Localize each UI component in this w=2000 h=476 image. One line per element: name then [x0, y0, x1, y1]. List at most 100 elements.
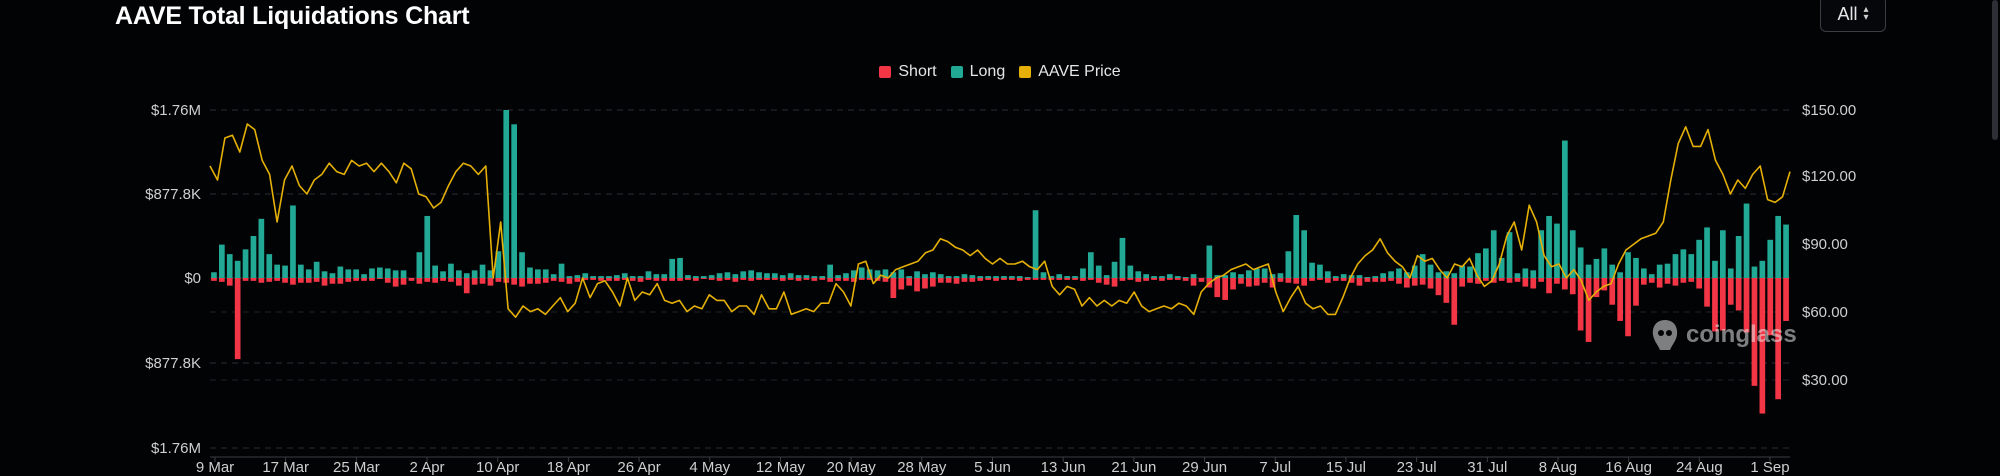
long-bar[interactable] [361, 274, 367, 278]
short-bar[interactable] [1443, 278, 1450, 303]
long-bar[interactable] [550, 274, 557, 278]
long-bar[interactable] [1783, 224, 1789, 278]
short-bar[interactable] [1609, 278, 1616, 305]
long-bar[interactable] [1648, 274, 1655, 278]
long-bar[interactable] [1688, 254, 1695, 278]
short-bar[interactable] [930, 278, 936, 287]
short-bar[interactable] [1490, 278, 1497, 283]
long-bar[interactable] [1577, 247, 1584, 278]
long-bar[interactable] [1625, 252, 1631, 278]
short-bar[interactable] [858, 278, 865, 280]
short-bar[interactable] [258, 278, 265, 283]
short-bar[interactable] [1411, 278, 1418, 286]
short-bar[interactable] [1111, 278, 1118, 287]
short-bar[interactable] [1514, 278, 1521, 282]
short-bar[interactable] [827, 278, 833, 282]
long-bar[interactable] [1064, 276, 1070, 278]
long-bar[interactable] [1546, 215, 1552, 278]
long-bar[interactable] [1111, 261, 1118, 278]
short-bar[interactable] [772, 278, 778, 280]
long-bar[interactable] [1617, 272, 1623, 278]
long-bar[interactable] [779, 275, 786, 278]
short-bar[interactable] [1182, 278, 1189, 281]
short-bar[interactable] [211, 278, 217, 281]
long-bar[interactable] [1404, 272, 1410, 278]
long-bar[interactable] [440, 271, 446, 278]
short-bar[interactable] [234, 278, 241, 360]
long-bar[interactable] [1585, 264, 1592, 278]
long-bar[interactable] [598, 276, 604, 278]
short-bar[interactable] [1016, 278, 1023, 281]
short-bar[interactable] [361, 278, 367, 281]
short-bar[interactable] [313, 278, 320, 282]
long-bar[interactable] [456, 270, 462, 278]
long-bar[interactable] [1467, 266, 1473, 278]
long-bar[interactable] [242, 249, 249, 278]
long-bar[interactable] [819, 276, 826, 278]
short-bar[interactable] [1735, 278, 1742, 311]
long-bar[interactable] [298, 264, 304, 278]
short-bar[interactable] [242, 278, 249, 281]
short-bar[interactable] [337, 278, 344, 284]
short-bar[interactable] [1293, 278, 1300, 284]
short-bar[interactable] [1348, 278, 1355, 283]
short-bar[interactable] [1064, 278, 1070, 280]
long-bar[interactable] [305, 269, 312, 278]
long-bar[interactable] [329, 273, 336, 278]
short-bar[interactable] [1127, 278, 1134, 280]
short-bar[interactable] [779, 278, 786, 281]
long-bar[interactable] [1127, 265, 1134, 278]
short-bar[interactable] [740, 278, 747, 280]
long-bar[interactable] [914, 271, 920, 278]
short-bar[interactable] [1404, 278, 1410, 288]
short-bar[interactable] [321, 278, 328, 286]
long-bar[interactable] [1498, 257, 1505, 278]
long-bar[interactable] [629, 276, 636, 278]
long-bar[interactable] [321, 271, 328, 278]
long-bar[interactable] [535, 269, 541, 278]
short-bar[interactable] [463, 278, 470, 294]
long-bar[interactable] [1680, 249, 1687, 278]
long-bar[interactable] [1538, 230, 1544, 278]
short-bar[interactable] [898, 278, 905, 290]
long-bar[interactable] [1159, 276, 1165, 278]
short-bar[interactable] [716, 278, 723, 281]
short-bar[interactable] [653, 278, 660, 281]
long-bar[interactable] [969, 275, 976, 278]
long-bar[interactable] [985, 276, 991, 278]
short-bar[interactable] [1625, 278, 1631, 337]
short-bar[interactable] [1261, 278, 1268, 283]
short-bar[interactable] [1530, 278, 1537, 289]
long-bar[interactable] [511, 124, 517, 278]
long-bar[interactable] [274, 264, 280, 278]
short-bar[interactable] [1253, 278, 1260, 286]
short-bar[interactable] [914, 278, 920, 292]
long-bar[interactable] [416, 252, 423, 278]
short-bar[interactable] [527, 278, 533, 284]
aave-price-line[interactable] [209, 123, 1791, 318]
long-bar[interactable] [1506, 232, 1513, 278]
long-bar[interactable] [937, 274, 944, 278]
long-bar[interactable] [1767, 239, 1774, 278]
long-bar[interactable] [621, 273, 628, 278]
short-bar[interactable] [1340, 278, 1347, 281]
short-bar[interactable] [756, 278, 762, 280]
long-bar[interactable] [1309, 262, 1315, 278]
long-bar[interactable] [708, 275, 715, 278]
short-bar[interactable] [377, 278, 383, 279]
short-bar[interactable] [1459, 278, 1465, 287]
long-bar[interactable] [645, 271, 652, 278]
long-bar[interactable] [677, 257, 683, 278]
long-bar[interactable] [716, 273, 723, 278]
short-bar[interactable] [1435, 278, 1442, 296]
short-bar[interactable] [922, 278, 928, 289]
long-bar[interactable] [590, 276, 596, 278]
short-bar[interactable] [511, 278, 517, 285]
long-bar[interactable] [1095, 265, 1102, 278]
long-bar[interactable] [977, 276, 984, 278]
long-bar[interactable] [1569, 230, 1576, 278]
short-bar[interactable] [1024, 278, 1031, 280]
short-bar[interactable] [835, 278, 841, 281]
short-bar[interactable] [574, 278, 581, 282]
